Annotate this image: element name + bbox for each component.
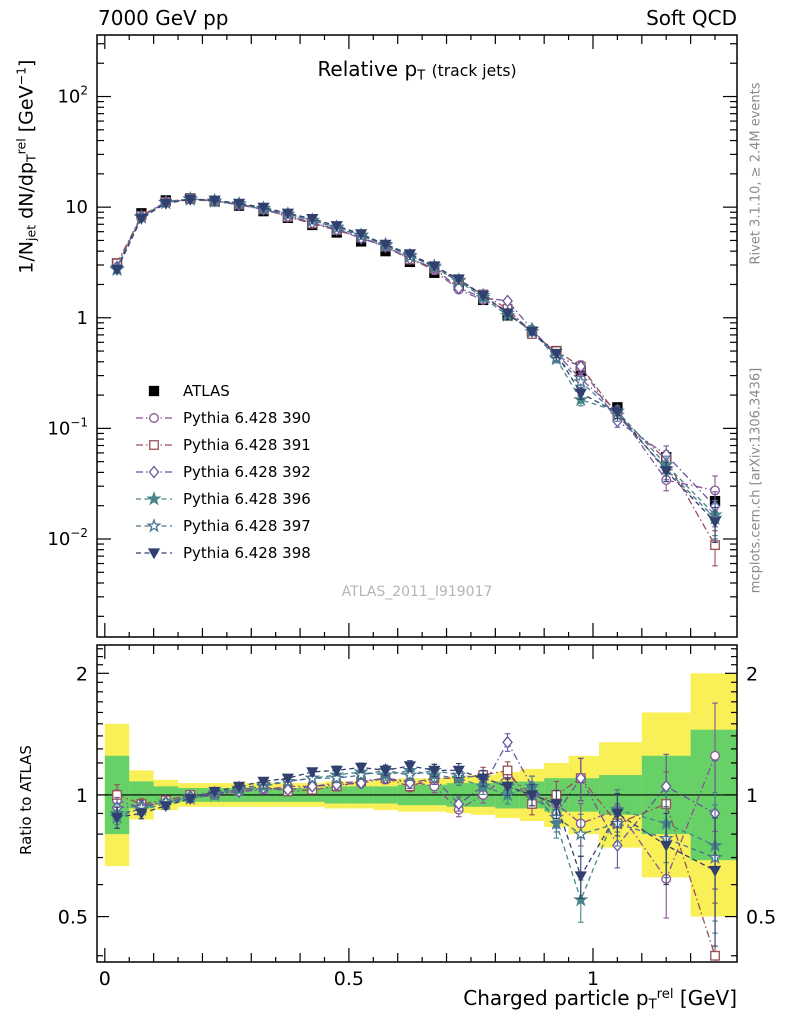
plot-title: Relative pT (track jets) (97, 57, 737, 83)
process-label: Soft QCD (646, 6, 737, 30)
mcplots-reference-note: mcplots.cern.ch [arXiv:1306.3436] (748, 367, 764, 594)
svg-text:0: 0 (99, 968, 111, 990)
svg-text:102: 102 (57, 84, 88, 108)
legend-label: Pythia 6.428 390 (183, 408, 311, 427)
axis-ticks (97, 35, 737, 962)
main-panel-frame (96, 34, 738, 638)
label-fragment: jet (23, 224, 39, 241)
legend-label: ATLAS (183, 381, 230, 400)
label-fragment: rel (13, 138, 29, 155)
svg-text:10−1: 10−1 (47, 415, 88, 439)
label-fragment: [GeV (15, 85, 38, 139)
legend-item: ATLAS (134, 377, 311, 404)
legend-item: Pythia 6.428 398 (134, 539, 311, 566)
svg-text:10: 10 (65, 197, 88, 218)
rivet-version-note: Rivet 3.1.10, ≥ 2.4M events (748, 82, 764, 265)
x-axis-title: Charged particle pTrel [GeV] (463, 986, 737, 1012)
ratio-panel-series (109, 702, 723, 962)
ratio-panel-frame (96, 644, 738, 963)
label-fragment: rel (656, 987, 674, 1003)
legend-marker-icon (148, 385, 160, 396)
svg-text:2: 2 (76, 663, 88, 685)
svg-text:0.5: 0.5 (746, 907, 776, 929)
label-fragment: T (417, 68, 426, 84)
svg-text:1: 1 (746, 785, 758, 807)
legend: ATLAS Pythia 6.428 390 Pythia 6.428 391 Pyt… (134, 377, 311, 566)
legend-marker-icon (136, 439, 172, 450)
analysis-id-watermark: ATLAS_2011_I919017 (341, 584, 493, 600)
beam-energy-label: 7000 GeV pp (98, 6, 229, 30)
legend-marker-icon (136, 490, 172, 505)
label-fragment: ] (15, 59, 38, 67)
y-axis-title-main: 1/Njet dN/dpTrel [GeV−1] (13, 0, 38, 367)
svg-text:0.5: 0.5 (58, 907, 88, 929)
y-axis-title-ratio: Ratio to ATLAS (17, 745, 35, 855)
legend-label: Pythia 6.428 392 (183, 462, 311, 481)
legend-item: Pythia 6.428 392 (134, 458, 311, 485)
legend-marker-icon (136, 517, 172, 532)
legend-marker-icon (136, 464, 172, 479)
label-fragment: T (648, 997, 657, 1013)
legend-item: Pythia 6.428 396 (134, 485, 311, 512)
legend-marker-icon (136, 547, 172, 559)
label-fragment: [GeV] (673, 986, 737, 1010)
legend-label: Pythia 6.428 396 (183, 489, 311, 508)
label-fragment: Relative p (317, 57, 418, 81)
svg-text:1: 1 (587, 968, 599, 990)
svg-text:2: 2 (746, 663, 758, 685)
label-fragment: −1 (13, 66, 29, 86)
svg-text:1: 1 (77, 308, 88, 329)
main-panel-series (109, 190, 723, 567)
legend-item: Pythia 6.428 397 (134, 512, 311, 539)
legend-label: Pythia 6.428 398 (183, 543, 311, 562)
legend-item: Pythia 6.428 391 (134, 431, 311, 458)
label-fragment: Charged particle p (463, 986, 649, 1010)
svg-text:0.5: 0.5 (334, 968, 364, 990)
svg-text:10−2: 10−2 (47, 526, 88, 550)
label-fragment: dN/dp (15, 162, 38, 225)
legend-item: Pythia 6.428 390 (134, 404, 311, 431)
axis-tick-labels: 102 10 1 10−1 10−2 0.5 0.5 1 1 2 2 0 0.5 1 (47, 84, 776, 990)
legend-label: Pythia 6.428 391 (183, 435, 311, 454)
label-fragment: 1/N (15, 240, 38, 274)
legend-label: Pythia 6.428 397 (183, 516, 311, 535)
svg-text:1: 1 (76, 785, 88, 807)
label-fragment: T (23, 154, 39, 163)
legend-marker-icon (136, 412, 172, 423)
label-fragment: (track jets) (431, 62, 517, 80)
